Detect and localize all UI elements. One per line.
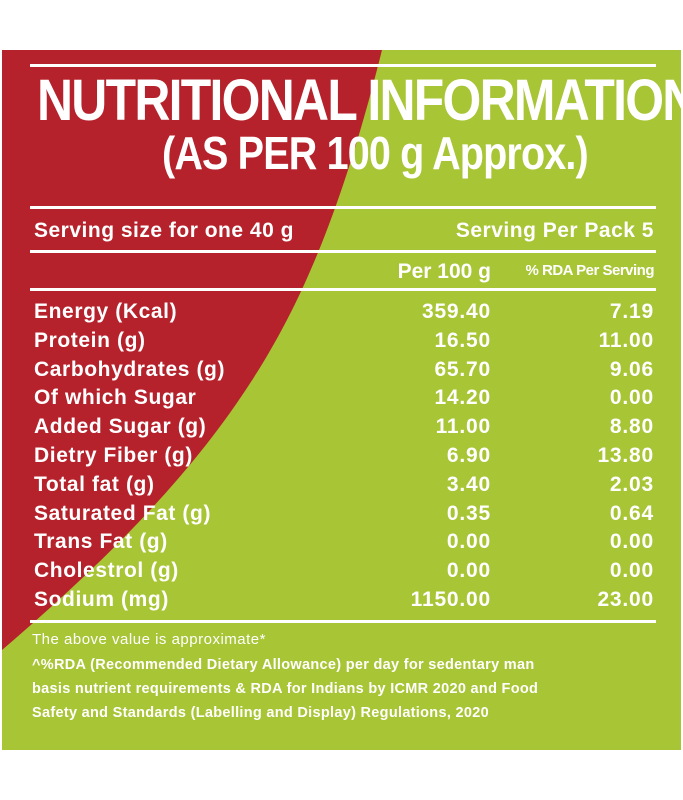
nutrient-label: Added Sugar (g) xyxy=(34,415,207,438)
table-bottom-rule xyxy=(30,620,656,623)
red-curve-shape xyxy=(2,50,382,650)
nutrient-label: Of which Sugar xyxy=(34,386,197,409)
nutrient-per100-value: 11.00 xyxy=(435,415,491,438)
nutrient-rda-value: 0.00 xyxy=(609,530,654,553)
header-rule xyxy=(30,288,656,291)
nutrient-per100-value: 6.90 xyxy=(446,444,491,467)
column-header-per100: Per 100 g xyxy=(397,260,491,283)
serving-size: Serving size for one 40 g xyxy=(34,219,294,242)
nutrient-rda-value: 2.03 xyxy=(609,473,654,496)
nutrient-label: Saturated Fat (g) xyxy=(34,502,212,525)
nutrient-rda-value: 23.00 xyxy=(597,588,654,611)
nutrient-label: Protein (g) xyxy=(34,329,146,352)
nutrient-rda-value: 13.80 xyxy=(597,444,654,467)
nutrient-label: Sodium (mg) xyxy=(34,588,169,611)
background-graphic xyxy=(2,50,681,750)
column-header-rda: % RDA Per Serving xyxy=(525,262,655,279)
nutrition-panel: NUTRITIONAL INFORMATION (AS PER 100 g Ap… xyxy=(2,50,681,750)
nutrient-rda-value: 8.80 xyxy=(609,415,654,438)
rda-footnote-line-1: ^%RDA (Recommended Dietary Allowance) pe… xyxy=(32,657,535,673)
serving-rule xyxy=(30,250,656,253)
nutrient-rda-value: 0.64 xyxy=(609,502,654,525)
nutrient-rda-value: 0.00 xyxy=(609,386,654,409)
title-line-1: NUTRITIONAL INFORMATION xyxy=(37,68,681,133)
nutrient-rda-value: 9.06 xyxy=(609,358,654,381)
nutrient-label: Trans Fat (g) xyxy=(34,530,168,553)
nutrient-per100-value: 0.00 xyxy=(446,559,491,582)
servings-per-pack: Serving Per Pack 5 xyxy=(455,219,654,242)
nutrient-per100-value: 14.20 xyxy=(434,386,491,409)
nutrient-per100-value: 0.35 xyxy=(446,502,491,525)
nutrient-rda-value: 11.00 xyxy=(598,329,654,352)
nutrient-label: Carbohydrates (g) xyxy=(34,358,226,381)
nutrient-label: Dietry Fiber (g) xyxy=(34,444,193,467)
nutrient-per100-value: 3.40 xyxy=(446,473,491,496)
title-rule xyxy=(30,206,656,209)
rda-footnote-line-2: basis nutrient requirements & RDA for In… xyxy=(32,681,539,697)
nutrient-label: Energy (Kcal) xyxy=(34,300,178,323)
title-line-2: (AS PER 100 g Approx.) xyxy=(162,127,589,179)
nutrient-per100-value: 0.00 xyxy=(446,530,491,553)
approximate-note: The above value is approximate* xyxy=(32,631,266,648)
nutrient-label: Cholestrol (g) xyxy=(34,559,179,582)
nutrient-per100-value: 16.50 xyxy=(434,329,491,352)
nutrient-rda-value: 0.00 xyxy=(609,559,654,582)
nutrient-per100-value: 1150.00 xyxy=(410,588,491,611)
nutrient-per100-value: 359.40 xyxy=(421,300,491,323)
nutrient-rda-value: 7.19 xyxy=(609,300,654,323)
nutrient-per100-value: 65.70 xyxy=(434,358,491,381)
top-rule xyxy=(30,64,656,67)
nutrient-label: Total fat (g) xyxy=(34,473,155,496)
rda-footnote-line-3: Safety and Standards (Labelling and Disp… xyxy=(32,705,489,721)
